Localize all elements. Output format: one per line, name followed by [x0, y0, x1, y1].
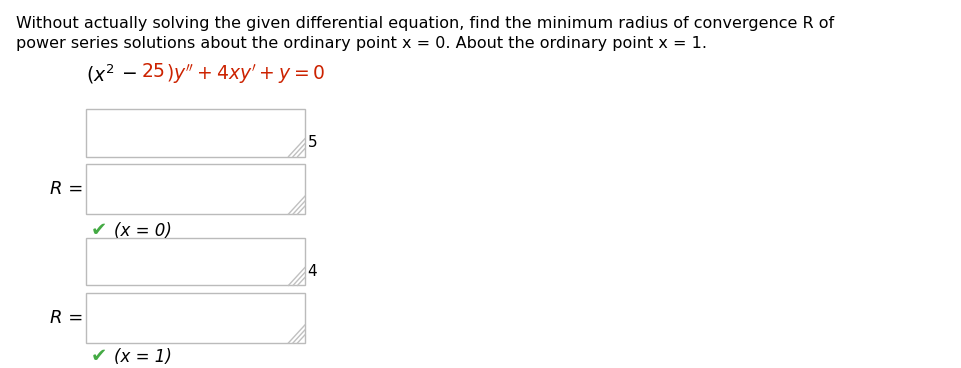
Text: ✔: ✔	[91, 347, 108, 366]
Text: (x = 0): (x = 0)	[113, 222, 171, 240]
Bar	[86, 109, 305, 156]
Text: $25$: $25$	[141, 63, 165, 81]
Text: (x = 1): (x = 1)	[113, 348, 171, 366]
Bar	[86, 238, 305, 286]
Text: R =: R =	[50, 180, 84, 198]
Text: 4: 4	[308, 264, 317, 279]
Text: power series solutions about the ordinary point x = 0. About the ordinary point : power series solutions about the ordinar…	[16, 36, 706, 51]
Text: R =: R =	[50, 309, 84, 327]
Text: $)y'' + 4xy' + y = 0$: $)y'' + 4xy' + y = 0$	[165, 63, 325, 86]
Text: $(x^2$: $(x^2$	[86, 63, 114, 86]
Bar	[86, 293, 305, 343]
Text: 5: 5	[308, 135, 317, 150]
Text: Without actually solving the given differential equation, find the minimum radiu: Without actually solving the given diffe…	[16, 16, 833, 31]
Bar	[86, 164, 305, 214]
Text: ✔: ✔	[91, 222, 108, 240]
Text: $-$: $-$	[121, 63, 136, 81]
